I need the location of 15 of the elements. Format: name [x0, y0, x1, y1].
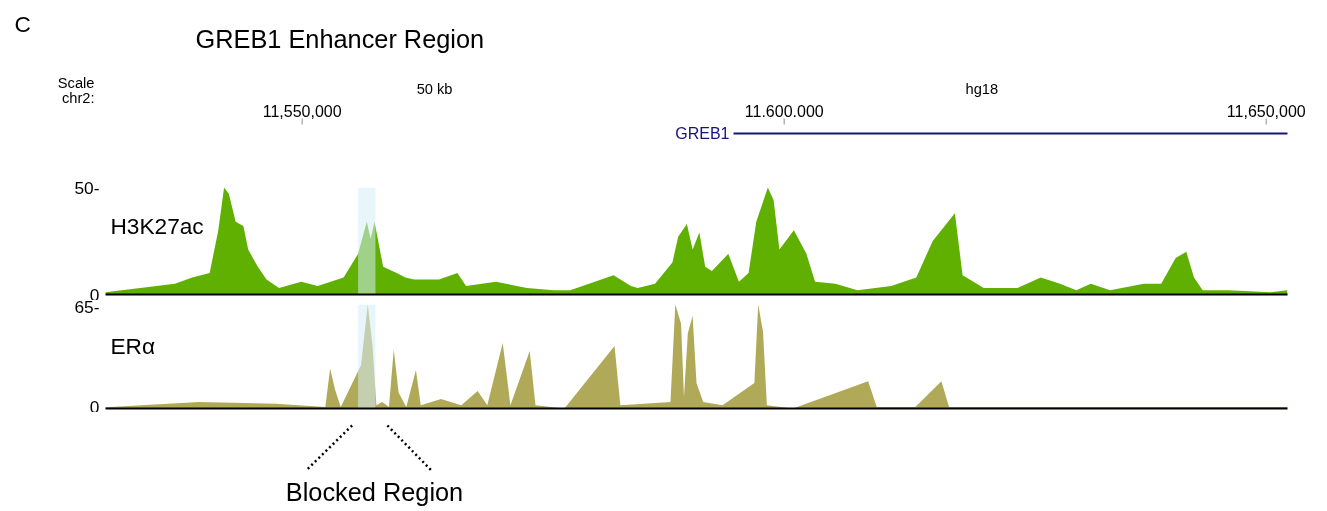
x-tick-label: 11,650,000 — [1226, 102, 1306, 120]
text: Blocked Region — [285, 477, 464, 506]
text: hg18 — [965, 80, 999, 97]
annotation: ERα — [110, 332, 156, 359]
x-tick-label: 11,550,000 — [262, 102, 342, 120]
y-tick-label: 0 — [89, 396, 100, 417]
text: Scale — [57, 74, 95, 91]
text: chr2: — [61, 89, 95, 106]
text: C — [14, 10, 31, 37]
annotation: H3K27ac — [110, 212, 204, 239]
chart-title: GREB1 Enhancer Region — [195, 24, 485, 53]
y-tick-label: 50- — [74, 177, 100, 198]
x-tick-label: 11.600.000 — [744, 102, 824, 120]
text: 50 kb — [416, 80, 453, 97]
text: GREB1 — [675, 125, 730, 142]
